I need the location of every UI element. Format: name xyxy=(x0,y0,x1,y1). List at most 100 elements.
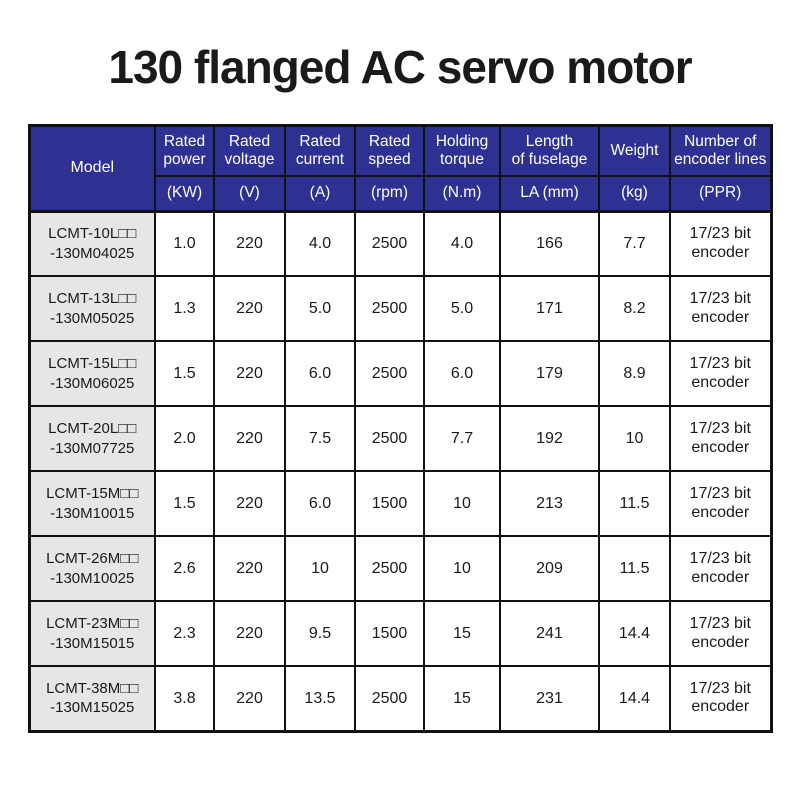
encoder-cell: 17/23 bit encoder xyxy=(669,210,772,278)
table-row: LCMT-38M□□ -130M15025 3.8 220 13.5 2500 … xyxy=(28,665,772,733)
table-row: LCMT-10L□□ -130M04025 1.0 220 4.0 2500 4… xyxy=(28,210,772,278)
rated-power-cell: 1.3 xyxy=(154,275,215,343)
header-model: Model xyxy=(28,124,156,213)
unit-weight: (kg) xyxy=(598,175,671,213)
encoder-cell: 17/23 bit encoder xyxy=(669,470,772,538)
rated-speed-cell: 2500 xyxy=(354,665,425,733)
rated-current-cell: 9.5 xyxy=(284,600,356,668)
model-cell: LCMT-15L□□ -130M06025 xyxy=(28,340,156,408)
table-row: LCMT-13L□□ -130M05025 1.3 220 5.0 2500 5… xyxy=(28,275,772,343)
table-row: LCMT-23M□□ -130M15015 2.3 220 9.5 1500 1… xyxy=(28,600,772,668)
unit-rated-voltage: (V) xyxy=(213,175,286,213)
header-rated-current: Rated current xyxy=(284,124,356,178)
fuselage-length-cell: 166 xyxy=(499,210,600,278)
model-cell: LCMT-15M□□ -130M10015 xyxy=(28,470,156,538)
weight-cell: 14.4 xyxy=(598,600,671,668)
table-row: LCMT-26M□□ -130M10025 2.6 220 10 2500 10… xyxy=(28,535,772,603)
rated-speed-cell: 2500 xyxy=(354,275,425,343)
weight-cell: 8.2 xyxy=(598,275,671,343)
rated-current-cell: 6.0 xyxy=(284,470,356,538)
rated-speed-cell: 2500 xyxy=(354,210,425,278)
rated-voltage-cell: 220 xyxy=(213,210,286,278)
holding-torque-cell: 15 xyxy=(423,600,501,668)
holding-torque-cell: 4.0 xyxy=(423,210,501,278)
rated-speed-cell: 1500 xyxy=(354,470,425,538)
model-cell: LCMT-13L□□ -130M05025 xyxy=(28,275,156,343)
rated-voltage-cell: 220 xyxy=(213,665,286,733)
table-row: LCMT-15L□□ -130M06025 1.5 220 6.0 2500 6… xyxy=(28,340,772,408)
table-row: LCMT-20L□□ -130M07725 2.0 220 7.5 2500 7… xyxy=(28,405,772,473)
rated-voltage-cell: 220 xyxy=(213,470,286,538)
unit-length-of-fuselage: LA (mm) xyxy=(499,175,600,213)
holding-torque-cell: 7.7 xyxy=(423,405,501,473)
unit-rated-current: (A) xyxy=(284,175,356,213)
header-length-of-fuselage: Length of fuselage xyxy=(499,124,600,178)
fuselage-length-cell: 209 xyxy=(499,535,600,603)
table-row: LCMT-15M□□ -130M10015 1.5 220 6.0 1500 1… xyxy=(28,470,772,538)
encoder-cell: 17/23 bit encoder xyxy=(669,665,772,733)
encoder-cell: 17/23 bit encoder xyxy=(669,600,772,668)
model-cell: LCMT-20L□□ -130M07725 xyxy=(28,405,156,473)
unit-holding-torque: (N.m) xyxy=(423,175,501,213)
header-rated-power: Rated power xyxy=(154,124,215,178)
rated-power-cell: 3.8 xyxy=(154,665,215,733)
rated-power-cell: 2.3 xyxy=(154,600,215,668)
model-cell: LCMT-38M□□ -130M15025 xyxy=(28,665,156,733)
unit-rated-power: (KW) xyxy=(154,175,215,213)
header-rated-speed: Rated speed xyxy=(354,124,425,178)
rated-speed-cell: 1500 xyxy=(354,600,425,668)
model-cell: LCMT-23M□□ -130M15015 xyxy=(28,600,156,668)
header-unit-row: (KW) (V) (A) (rpm) (N.m) LA (mm) (kg) (P… xyxy=(29,175,772,213)
rated-power-cell: 2.0 xyxy=(154,405,215,473)
weight-cell: 11.5 xyxy=(598,470,671,538)
model-cell: LCMT-10L□□ -130M04025 xyxy=(28,210,156,278)
page: 130 flanged AC servo motor Model Rated p… xyxy=(0,42,800,800)
page-title: 130 flanged AC servo motor xyxy=(108,41,692,93)
encoder-cell: 17/23 bit encoder xyxy=(669,275,772,343)
rated-power-cell: 1.5 xyxy=(154,470,215,538)
rated-power-cell: 1.5 xyxy=(154,340,215,408)
rated-speed-cell: 2500 xyxy=(354,535,425,603)
weight-cell: 14.4 xyxy=(598,665,671,733)
rated-voltage-cell: 220 xyxy=(213,535,286,603)
holding-torque-cell: 10 xyxy=(423,470,501,538)
rated-current-cell: 4.0 xyxy=(284,210,356,278)
rated-current-cell: 7.5 xyxy=(284,405,356,473)
rated-power-cell: 2.6 xyxy=(154,535,215,603)
table-header: Model Rated power Rated voltage Rated cu… xyxy=(28,124,772,213)
holding-torque-cell: 5.0 xyxy=(423,275,501,343)
rated-voltage-cell: 220 xyxy=(213,600,286,668)
table-body: LCMT-10L□□ -130M04025 1.0 220 4.0 2500 4… xyxy=(28,210,772,733)
encoder-cell: 17/23 bit encoder xyxy=(669,340,772,408)
header-weight: Weight xyxy=(598,124,671,178)
spec-table: Model Rated power Rated voltage Rated cu… xyxy=(27,123,773,733)
header-name-row: Model Rated power Rated voltage Rated cu… xyxy=(28,124,772,213)
rated-power-cell: 1.0 xyxy=(154,210,215,278)
rated-voltage-cell: 220 xyxy=(213,405,286,473)
fuselage-length-cell: 231 xyxy=(499,665,600,733)
holding-torque-cell: 6.0 xyxy=(423,340,501,408)
header-holding-torque: Holding torque xyxy=(423,124,501,178)
holding-torque-cell: 10 xyxy=(423,535,501,603)
rated-speed-cell: 2500 xyxy=(354,405,425,473)
rated-speed-cell: 2500 xyxy=(354,340,425,408)
header-rated-voltage: Rated voltage xyxy=(213,124,286,178)
rated-current-cell: 6.0 xyxy=(284,340,356,408)
fuselage-length-cell: 241 xyxy=(499,600,600,668)
header-encoder-lines: Number of encoder lines xyxy=(669,124,772,178)
holding-torque-cell: 15 xyxy=(423,665,501,733)
encoder-cell: 17/23 bit encoder xyxy=(669,405,772,473)
rated-current-cell: 13.5 xyxy=(284,665,356,733)
encoder-cell: 17/23 bit encoder xyxy=(669,535,772,603)
rated-voltage-cell: 220 xyxy=(213,340,286,408)
fuselage-length-cell: 179 xyxy=(499,340,600,408)
fuselage-length-cell: 192 xyxy=(499,405,600,473)
weight-cell: 11.5 xyxy=(598,535,671,603)
weight-cell: 8.9 xyxy=(598,340,671,408)
unit-rated-speed: (rpm) xyxy=(354,175,425,213)
model-cell: LCMT-26M□□ -130M10025 xyxy=(28,535,156,603)
rated-voltage-cell: 220 xyxy=(213,275,286,343)
rated-current-cell: 10 xyxy=(284,535,356,603)
fuselage-length-cell: 213 xyxy=(499,470,600,538)
fuselage-length-cell: 171 xyxy=(499,275,600,343)
